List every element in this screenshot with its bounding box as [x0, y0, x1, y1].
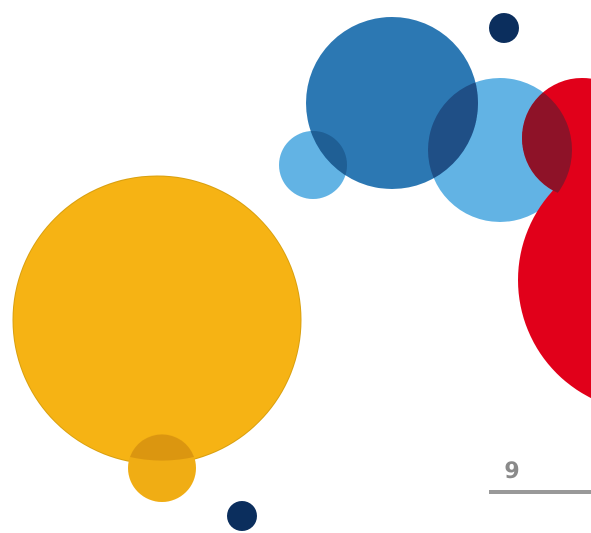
navy-dot-top — [489, 13, 519, 43]
yellow-overlap — [130, 434, 194, 461]
page-number: 9 — [504, 459, 520, 484]
red-blue-overlap — [522, 78, 572, 198]
page-number-rule — [489, 490, 591, 494]
large-red-circle — [518, 161, 591, 399]
navy-dot-bottom — [227, 501, 257, 531]
large-yellow-circle — [12, 175, 302, 465]
